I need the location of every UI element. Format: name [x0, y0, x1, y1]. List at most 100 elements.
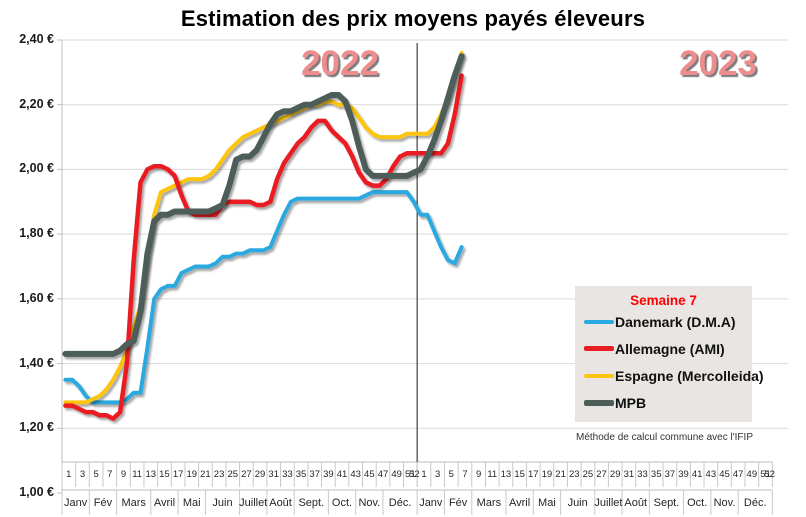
week-tick-label: 19: [186, 469, 198, 480]
week-tick-label: 29: [254, 469, 266, 480]
week-tick-label: 35: [295, 469, 307, 480]
month-label: Déc.: [743, 497, 767, 509]
week-tick-label: 27: [596, 469, 607, 480]
week-tick-label: 7: [462, 469, 468, 480]
week-tick-label: 19: [541, 469, 553, 480]
week-tick-label: 5: [93, 469, 99, 480]
week-tick-label: 49: [391, 469, 402, 480]
year-label-2022: 2022: [301, 44, 379, 83]
week-tick-label: 47: [732, 469, 744, 480]
y-axis-label: 1,40 €: [19, 355, 54, 370]
week-tick-label: 33: [282, 469, 293, 480]
month-label: Sept.: [653, 497, 680, 509]
week-tick-label: 45: [719, 469, 730, 480]
week-tick-label: 37: [309, 469, 320, 480]
month-label: Août: [624, 497, 648, 509]
week-tick-label: 23: [213, 469, 225, 480]
week-tick-label: 9: [475, 469, 482, 480]
month-label: Août: [269, 497, 292, 509]
legend-label-mpb: MPB: [615, 394, 647, 411]
month-label: Mai: [182, 497, 201, 509]
month-label: Janv: [419, 497, 443, 509]
legend-item-allemagne: Allemagne (AMI): [575, 335, 752, 362]
week-tick-label: 41: [691, 469, 703, 480]
week-tick-label: 11: [132, 469, 143, 480]
week-tick-label: 13: [145, 469, 157, 480]
week-tick-label: 39: [323, 469, 334, 480]
legend-box: Semaine 7 Danemark (D.M.A) Allemagne (AMI…: [575, 286, 764, 422]
month-label: Déc.: [388, 497, 412, 509]
week-tick-label: 3: [434, 469, 441, 480]
y-axis-label: 1,60 €: [19, 290, 54, 305]
week-tick-label: 15: [159, 469, 170, 480]
legend-swatch-mpb: [584, 399, 614, 406]
month-label: Juillet: [594, 497, 623, 509]
month-label: Fév: [448, 497, 468, 509]
week-tick-label: 39: [678, 469, 689, 480]
legend-label-danemark: Danemark (D.M.A): [615, 313, 736, 330]
month-label: Oct.: [331, 497, 353, 509]
legend-items: Danemark (D.M.A) Allemagne (AMI) Espagne (…: [575, 308, 764, 416]
week-tick-label: 31: [623, 469, 635, 480]
legend-item-mpb: MPB: [575, 389, 752, 416]
y-axis-label: 2,00 €: [19, 161, 54, 176]
week-tick-label: 1: [66, 469, 72, 480]
month-label: Oct.: [687, 497, 708, 509]
week-tick-label: 52: [764, 469, 775, 480]
week-tick-label: 27: [241, 469, 252, 480]
week-tick-label: 51: [405, 469, 416, 480]
week-tick-label: 13: [500, 469, 512, 480]
y-axis-label: 1,00 €: [19, 485, 54, 499]
week-tick-label: 31: [268, 469, 280, 480]
week-tick-label: 23: [568, 469, 580, 480]
legend-swatch-danemark: [584, 319, 614, 324]
month-label: Nov.: [358, 497, 381, 509]
week-tick-label: 25: [582, 469, 594, 480]
week-tick-label: 3: [79, 469, 86, 480]
week-tick-label: 41: [336, 469, 348, 480]
legend-item-danemark: Danemark (D.M.A): [575, 308, 752, 335]
week-tick-label: 17: [527, 469, 539, 480]
week-tick-label: 43: [350, 469, 361, 480]
week-tick-label: 11: [487, 469, 498, 480]
week-tick-label: 15: [514, 469, 525, 480]
y-axis-label: 1,80 €: [19, 226, 54, 241]
month-label: Sept.: [298, 497, 325, 509]
week-tick-label: 25: [227, 469, 239, 480]
week-tick-label: 43: [705, 469, 717, 480]
legend-swatch-espagne: [584, 373, 614, 378]
month-label: Avril: [509, 497, 531, 509]
week-tick-label: 9: [120, 469, 127, 480]
month-label: Mars: [121, 497, 146, 509]
week-tick-label: 35: [650, 469, 662, 480]
month-label: Janv: [64, 497, 88, 509]
series-line-mpb: [62, 53, 465, 357]
month-label: Mars: [476, 497, 502, 509]
week-tick-label: 1: [421, 469, 427, 480]
week-tick-label: 52: [409, 469, 420, 480]
series-line-danemark: [63, 190, 464, 405]
year-label-2023: 2023: [679, 44, 757, 83]
gridlines: [57, 39, 788, 494]
week-tick-label: 47: [377, 469, 389, 480]
month-label: Juin: [212, 497, 233, 509]
month-label: Mai: [538, 497, 556, 509]
series-line-espagne: [63, 50, 464, 405]
month-label: Juillet: [239, 497, 268, 509]
week-tick-label: 51: [760, 469, 771, 480]
legend-item-espagne: Espagne (Mercolleida): [575, 362, 764, 389]
chart-title: Estimation des prix moyens payés éleveur…: [180, 6, 646, 31]
month-label: Nov.: [713, 497, 736, 509]
week-tick-label: 49: [746, 469, 758, 480]
week-tick-label: 29: [609, 469, 621, 480]
footnote: Méthode de calcul commune avec l'IFIP: [576, 432, 753, 443]
legend-swatch-allemagne: [584, 346, 614, 351]
month-label: Avril: [153, 497, 176, 509]
legend-label-espagne: Espagne (Mercolleida): [615, 367, 764, 384]
week-tick-label: 45: [364, 469, 375, 480]
series-lines: [62, 50, 465, 421]
legend-title-week: Semaine 7: [630, 293, 697, 308]
series-line-allemagne: [63, 73, 464, 421]
week-tick-label: 5: [448, 469, 454, 480]
